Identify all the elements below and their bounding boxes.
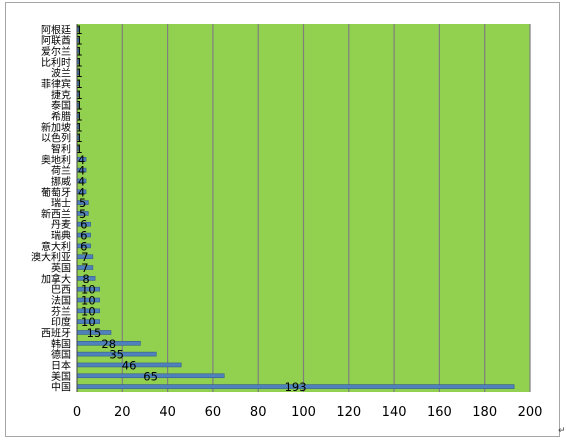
category-label: 法国	[51, 294, 71, 307]
data-label: 1	[75, 77, 82, 91]
x-tick-label: 140	[382, 405, 407, 420]
data-label: 7	[81, 250, 88, 264]
category-label: 西班牙	[41, 327, 71, 339]
data-label: 1	[75, 110, 82, 124]
gridlines	[121, 24, 531, 392]
data-label: 1	[75, 66, 82, 80]
data-label: 6	[80, 239, 87, 253]
data-label: 1	[75, 131, 82, 145]
data-label: 1	[75, 55, 82, 69]
data-label: 10	[81, 294, 96, 308]
x-tick-label: 200	[518, 405, 543, 420]
data-label: 1	[75, 142, 82, 156]
category-label: 芬兰	[51, 305, 71, 318]
data-label: 5	[79, 196, 86, 210]
data-label: 28	[101, 337, 116, 351]
category-axis-labels: 阿根廷阿联酋爱尔兰比利时波兰菲律宾捷克泰国希腊新加坡以色列智利奥地利荷兰挪威葡萄…	[31, 23, 71, 393]
data-label: 1	[75, 120, 82, 134]
category-label: 阿根廷	[41, 23, 71, 36]
x-tick-label: 0	[73, 405, 81, 420]
data-label: 1	[75, 34, 82, 48]
data-label: 6	[80, 229, 87, 243]
category-label: 美国	[51, 370, 71, 383]
data-label: 46	[122, 358, 137, 372]
category-label: 泰国	[51, 99, 71, 112]
category-label: 澳大利亚	[31, 251, 71, 264]
data-label: 7	[81, 261, 88, 275]
category-label: 巴西	[51, 284, 71, 296]
category-label: 新西兰	[41, 207, 71, 220]
data-label: 4	[78, 153, 85, 167]
category-label: 德国	[51, 348, 71, 361]
x-tick-label: 80	[250, 405, 267, 420]
category-label: 希腊	[51, 110, 71, 123]
category-label: 捷克	[51, 88, 71, 101]
data-label: 1	[75, 99, 82, 113]
category-label: 加拿大	[41, 272, 71, 285]
category-label: 葡萄牙	[41, 186, 71, 199]
x-tick-label: 160	[427, 405, 452, 420]
category-label: 丹麦	[51, 219, 71, 231]
data-label: 35	[109, 348, 124, 362]
data-label: 1	[75, 88, 82, 102]
category-label: 菲律宾	[41, 78, 71, 91]
category-label: 爱尔兰	[41, 45, 71, 58]
category-label: 比利时	[41, 57, 71, 69]
data-label: 8	[82, 272, 89, 286]
category-label: 意大利	[41, 240, 71, 253]
x-tick-label: 20	[114, 405, 131, 420]
x-tick-label: 120	[336, 405, 361, 420]
category-label: 瑞士	[51, 197, 71, 210]
data-label: 10	[81, 283, 96, 297]
data-label: 1	[75, 45, 82, 59]
x-tick-label: 60	[205, 405, 222, 420]
data-label: 193	[285, 380, 307, 394]
value-axis-labels: 0 20 40 60 80 100 120 140 160 180 200	[73, 405, 543, 420]
category-label: 瑞典	[51, 229, 71, 242]
data-label: 1	[75, 23, 82, 37]
x-tick-label: 180	[472, 405, 497, 420]
data-label: 10	[81, 315, 96, 329]
x-tick-label: 40	[159, 405, 176, 420]
x-tick-label: 100	[291, 405, 316, 420]
category-label: 波兰	[51, 67, 71, 80]
data-label: 10	[81, 304, 96, 318]
data-label: 4	[78, 164, 85, 178]
data-label: 6	[80, 218, 87, 232]
category-label: 奥地利	[41, 153, 71, 166]
data-label: 4	[78, 185, 85, 199]
data-label: 4	[78, 174, 85, 188]
category-label: 智利	[51, 142, 71, 155]
category-label: 荷兰	[51, 164, 71, 177]
category-label: 挪威	[51, 175, 71, 188]
category-label: 阿联酋	[41, 34, 71, 47]
category-label: 新加坡	[41, 121, 71, 134]
resize-handle-icon: ↵	[558, 426, 566, 436]
category-label: 中国	[51, 381, 71, 394]
data-label: 15	[87, 326, 102, 340]
data-label: 65	[143, 369, 158, 383]
category-label: 以色列	[41, 132, 71, 145]
category-label: 印度	[51, 316, 71, 329]
category-label: 日本	[51, 359, 71, 372]
category-label: 韩国	[51, 337, 71, 350]
data-labels: 1111111111114444556667781010101015283546…	[75, 23, 306, 394]
data-label: 5	[79, 207, 86, 221]
category-label: 英国	[51, 262, 71, 275]
